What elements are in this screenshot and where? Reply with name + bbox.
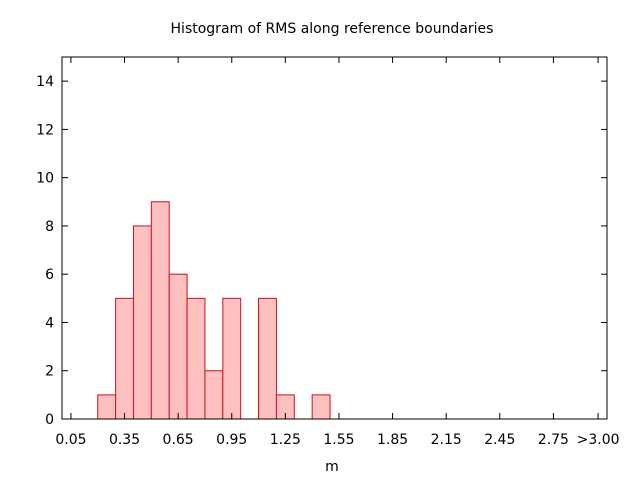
x-tick-label-5: 1.55 bbox=[323, 432, 354, 448]
x-tick-label-7: 2.15 bbox=[431, 432, 462, 448]
y-tick-label-2: 4 bbox=[45, 315, 54, 331]
y-tick-label-1: 2 bbox=[45, 364, 54, 380]
y-tick-label-5: 10 bbox=[36, 171, 54, 187]
chart-title: Histogram of RMS along reference boundar… bbox=[171, 21, 494, 37]
histogram-bar-3 bbox=[150, 201, 170, 420]
histogram-bar-2 bbox=[132, 225, 152, 420]
x-tick-label-1: 0.35 bbox=[109, 432, 140, 448]
histogram-bar-0 bbox=[97, 394, 117, 420]
y-axis: 0 2 4 6 8 10 12 14 bbox=[36, 74, 607, 428]
x-tick-label-6: 1.85 bbox=[377, 432, 408, 448]
x-tick-label-10: >3.00 bbox=[577, 432, 620, 448]
plot-frame bbox=[61, 56, 608, 420]
x-tick-label-4: 1.25 bbox=[270, 432, 301, 448]
histogram-bar-8 bbox=[258, 297, 277, 420]
x-axis: 0.05 0.35 0.65 0.95 1.25 1.55 1.85 2.15 2.45 2.75… bbox=[55, 57, 620, 448]
histogram-bar-1 bbox=[115, 297, 134, 420]
histogram-bar-10 bbox=[311, 394, 331, 420]
x-tick-label-9: 2.75 bbox=[538, 432, 569, 448]
y-tick-label-0: 0 bbox=[45, 412, 54, 428]
x-tick-label-3: 0.95 bbox=[216, 432, 247, 448]
histogram-bar-6 bbox=[204, 370, 224, 420]
y-tick-label-4: 8 bbox=[45, 219, 54, 235]
x-axis-label: m bbox=[325, 459, 339, 475]
bars-group bbox=[97, 201, 331, 420]
y-tick-label-7: 14 bbox=[36, 74, 54, 90]
x-tick-label-0: 0.05 bbox=[55, 432, 86, 448]
y-tick-label-6: 12 bbox=[36, 122, 54, 138]
histogram-bar-5 bbox=[186, 297, 206, 420]
x-tick-label-2: 0.65 bbox=[163, 432, 194, 448]
x-tick-label-8: 2.45 bbox=[484, 432, 515, 448]
histogram-bar-4 bbox=[168, 273, 188, 420]
y-tick-label-3: 6 bbox=[45, 267, 54, 283]
histogram-bar-7 bbox=[222, 297, 242, 420]
